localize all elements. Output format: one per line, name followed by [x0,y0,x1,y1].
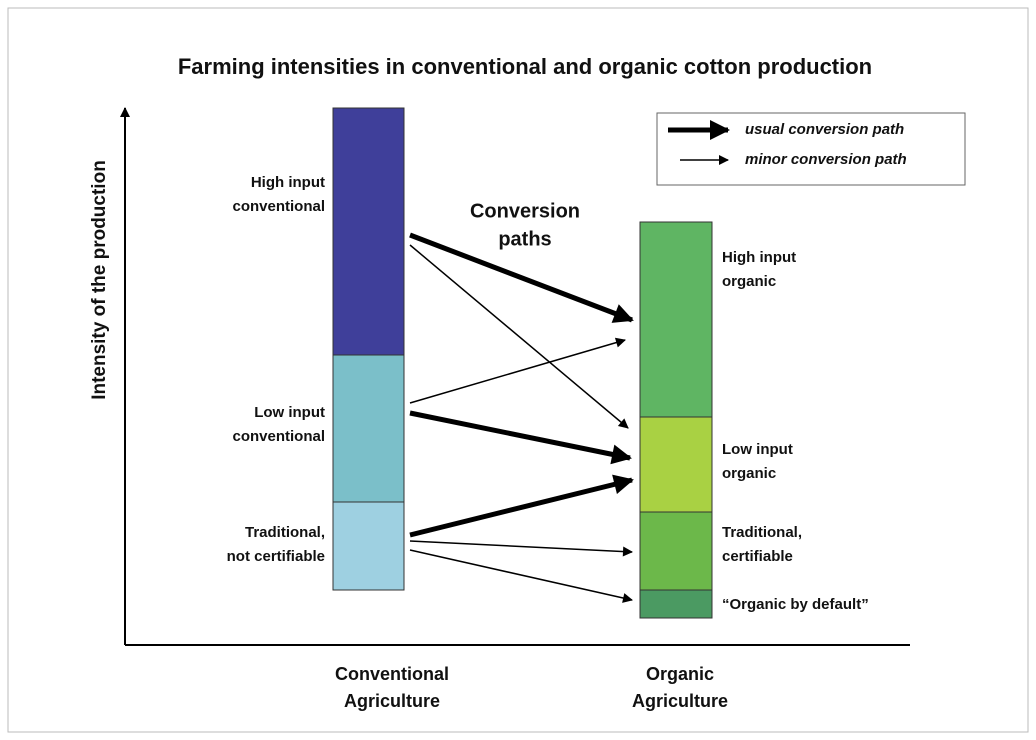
arrow-usual [409,232,634,323]
segment [639,221,713,418]
segment-label: Traditional, [722,524,802,541]
column-label: Agriculture [632,691,728,711]
column-label: Organic [646,664,714,684]
column-label: Conventional [335,664,449,684]
segment-label: certifiable [722,548,793,565]
arrow-minor [409,540,633,557]
segment [332,107,405,356]
segment [639,416,713,513]
segment-label: High input [251,174,325,191]
title: Farming intensities in conventional and … [178,54,872,79]
annotation: paths [498,228,551,250]
segment-label: Low input [722,441,793,458]
y-axis-label: Intensity of the production [89,160,110,400]
segment [332,354,405,503]
frame [7,7,1029,733]
arrows [409,232,634,603]
segment [639,589,713,619]
segment-label: conventional [232,198,325,215]
segment-label: Low input [254,404,325,421]
column-label: Agriculture [344,691,440,711]
arrow-minor [409,549,633,603]
segment-label: Traditional, [245,524,325,541]
segment-label: High input [722,249,796,266]
segment [639,511,713,591]
arrow-minor [409,337,626,404]
arrow-minor [409,244,629,429]
segment-label: conventional [232,428,325,445]
segment-label: organic [722,465,776,482]
annotation: Conversion [470,200,580,222]
legend-box [656,112,966,186]
segment-label: not certifiable [227,548,325,565]
arrow-usual [409,474,634,538]
arrow-usual [409,410,632,465]
segment-label: organic [722,273,776,290]
legend-label: usual conversion path [745,121,904,138]
legend-label: minor conversion path [745,151,907,168]
segment-label: “Organic by default” [722,596,869,613]
segment [332,501,405,591]
